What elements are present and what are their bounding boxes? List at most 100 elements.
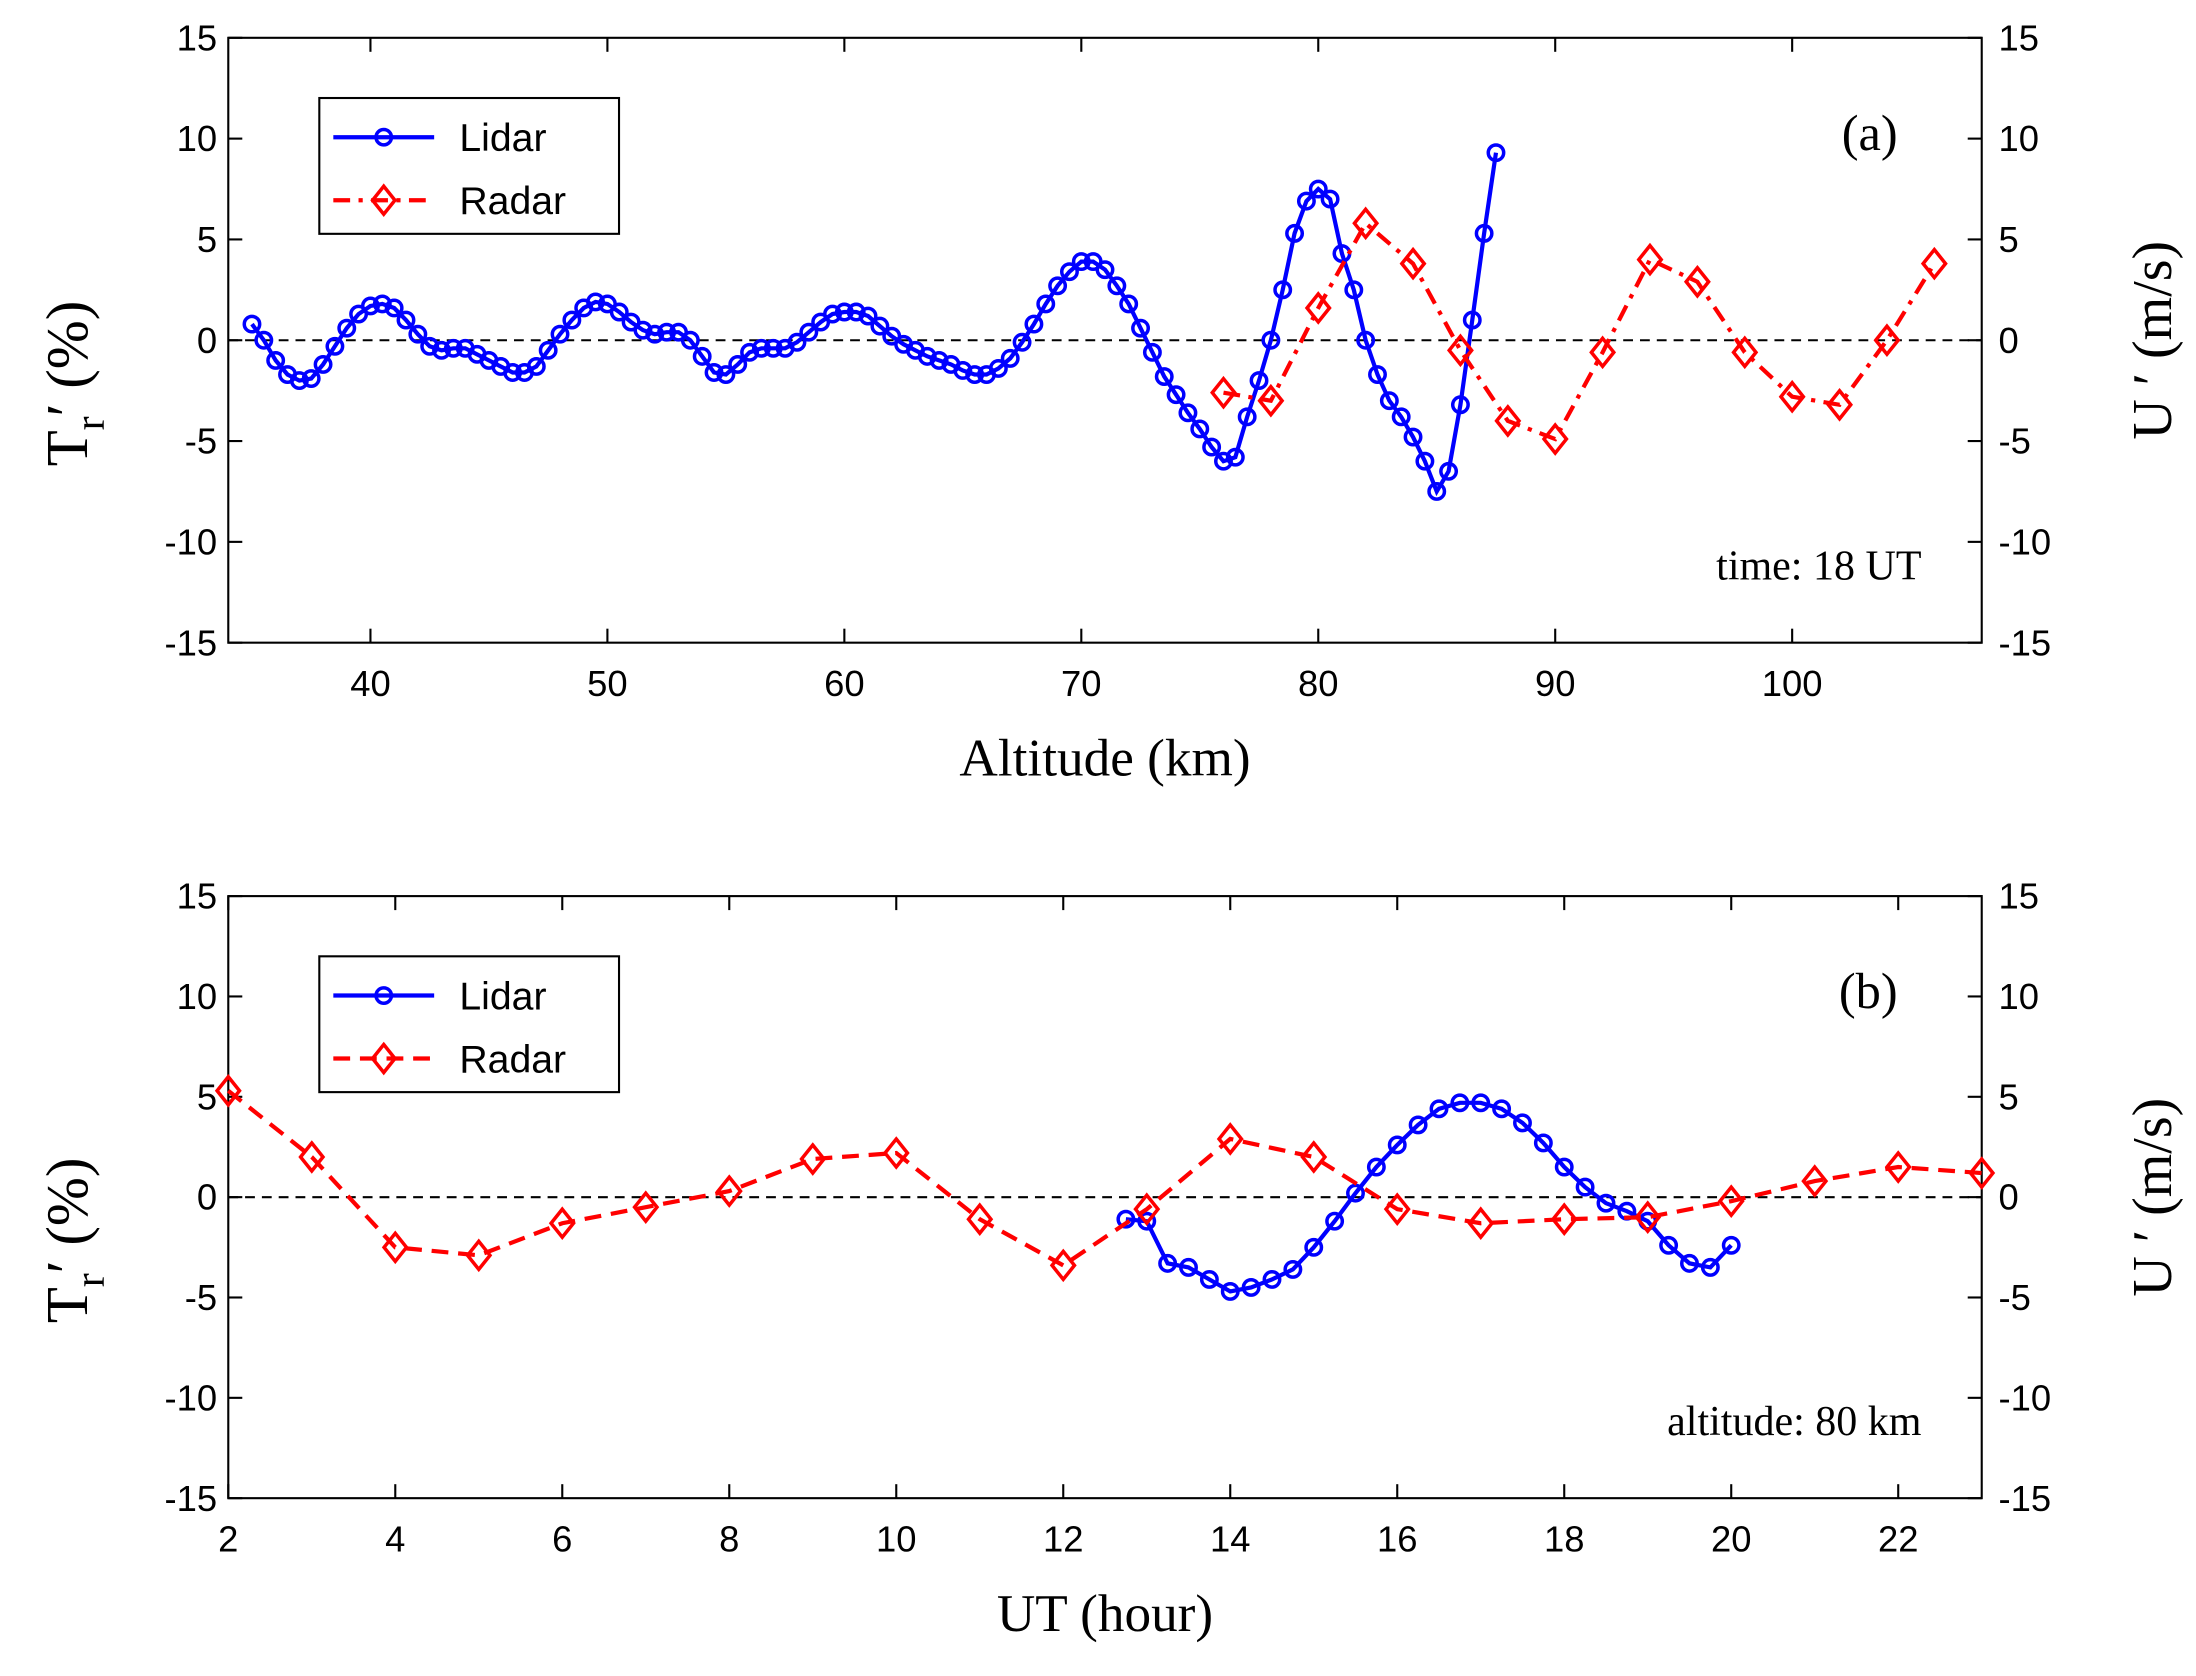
y-axis-label-part: ′ (%) — [35, 301, 100, 417]
panel-label: (a) — [1842, 105, 1898, 161]
legend-marker — [370, 1041, 398, 1076]
y-tick-label: -5 — [185, 1277, 217, 1318]
marker — [1352, 206, 1380, 241]
panel-label: (b) — [1839, 963, 1898, 1019]
marker — [882, 1136, 910, 1170]
marker — [1366, 1157, 1386, 1177]
marker — [1717, 1184, 1745, 1218]
annotation: time: 18 UT — [1716, 544, 1921, 590]
x-tick-label: 12 — [1043, 1518, 1083, 1559]
marker — [1210, 375, 1237, 410]
marker — [1304, 291, 1332, 325]
marker — [1225, 447, 1245, 467]
marker — [1486, 143, 1506, 163]
y-tick-label: 5 — [197, 219, 217, 260]
marker — [1471, 1093, 1491, 1113]
marker — [384, 298, 404, 318]
marker — [1554, 1157, 1574, 1177]
x-tick-label: 8 — [719, 1518, 739, 1559]
marker — [632, 1190, 660, 1224]
marker — [1296, 191, 1316, 211]
marker — [254, 330, 274, 350]
marker — [1399, 246, 1427, 281]
y-tick-label: -10 — [164, 521, 217, 562]
marker — [372, 294, 392, 314]
marker — [799, 322, 819, 342]
x-tick-label: 10 — [876, 1518, 916, 1559]
y-tick-label: -10 — [164, 1377, 217, 1418]
marker — [298, 1140, 326, 1174]
y-axis-label-sub: r — [68, 416, 114, 430]
marker — [823, 304, 842, 324]
marker — [1634, 1200, 1662, 1235]
marker — [337, 318, 357, 338]
x-tick-label: 60 — [824, 663, 864, 704]
marker — [834, 302, 854, 322]
y-tick-label: -5 — [185, 421, 217, 462]
legend-label: Radar — [459, 1039, 566, 1082]
marker — [538, 340, 558, 360]
y2-tick-label: 10 — [1999, 118, 2039, 159]
marker — [728, 354, 748, 374]
marker — [1391, 407, 1411, 427]
marker — [289, 371, 309, 391]
marker — [361, 296, 380, 316]
marker — [704, 363, 724, 382]
marker — [1107, 276, 1127, 296]
marker — [751, 338, 771, 358]
marker — [1826, 387, 1853, 422]
legend-marker — [370, 183, 398, 218]
legend-label: Radar — [459, 180, 566, 223]
x-tick-label: 16 — [1377, 1518, 1417, 1559]
legend-label: Lidar — [459, 117, 546, 160]
marker — [929, 350, 949, 370]
y-axis-label-part: ′ (%) — [35, 1158, 100, 1274]
y-tick-label: -15 — [164, 1478, 217, 1519]
legend-box — [318, 955, 621, 1094]
marker — [1427, 482, 1447, 501]
y-axis-label: Tr′ (%) — [35, 301, 114, 467]
y-tick-label: 0 — [197, 320, 217, 361]
marker — [1700, 1257, 1720, 1277]
marker — [1474, 223, 1494, 243]
marker — [1071, 252, 1091, 272]
y2-tick-label: 0 — [1999, 1177, 2019, 1218]
marker — [420, 336, 440, 356]
marker — [1095, 260, 1115, 280]
legend-marker — [374, 986, 394, 1005]
y-axis-label: Tr′ (%) — [35, 1158, 114, 1324]
series-line — [1125, 1100, 1733, 1294]
panel: 40 50 60 70 80 90 100 -15 -10 -5 0 5 10 15 -15 -10 -5 0 5 1… — [35, 17, 2184, 787]
x-tick-label: 2 — [218, 1518, 238, 1559]
marker — [1450, 1093, 1470, 1113]
marker — [1273, 280, 1293, 300]
y-tick-label: 10 — [177, 976, 217, 1017]
marker — [692, 346, 712, 366]
marker — [1116, 1209, 1136, 1229]
marker — [858, 306, 878, 326]
marker — [1060, 262, 1079, 282]
y-tick-label: 5 — [197, 1076, 217, 1117]
legend-marker — [374, 127, 394, 147]
y2-tick-label: 15 — [1999, 876, 2039, 917]
marker — [1541, 422, 1569, 456]
marker — [1049, 1248, 1077, 1283]
y2-tick-label: 0 — [1999, 320, 2019, 361]
marker — [1216, 1122, 1244, 1156]
marker — [550, 324, 570, 344]
marker — [1036, 294, 1056, 314]
x-tick-label: 6 — [552, 1518, 572, 1559]
marker — [325, 336, 345, 356]
marker — [1920, 246, 1948, 281]
x-axis-label: UT (hour) — [997, 1584, 1213, 1643]
marker — [715, 1174, 743, 1208]
y-tick-label: 15 — [177, 876, 217, 917]
marker — [740, 342, 760, 362]
marker — [1368, 365, 1387, 384]
marker — [1467, 1206, 1495, 1241]
marker — [1446, 333, 1474, 368]
marker — [657, 322, 677, 342]
marker — [1589, 335, 1617, 370]
y2-tick-label: -5 — [1999, 421, 2031, 462]
